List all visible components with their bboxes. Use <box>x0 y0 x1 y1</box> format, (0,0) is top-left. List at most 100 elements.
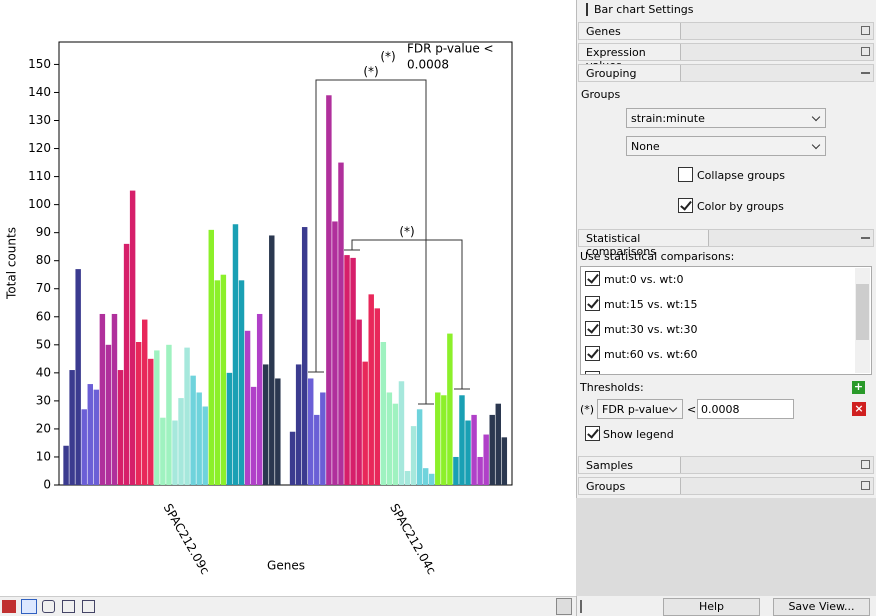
view-icon[interactable] <box>82 600 95 613</box>
y-tick-label: 110 <box>28 169 51 183</box>
comparison-label: mut:15 vs. wt:15 <box>604 298 698 311</box>
expand-icon[interactable] <box>861 460 870 469</box>
expand-icon[interactable] <box>861 26 870 35</box>
save-view-button[interactable]: Save View... <box>773 598 870 616</box>
bar <box>289 431 296 485</box>
section-header[interactable]: Genes <box>578 22 874 40</box>
table-view-icon[interactable] <box>2 600 16 613</box>
bar <box>105 344 112 485</box>
checkbox[interactable] <box>585 321 600 336</box>
annotation: (*) <box>363 65 378 79</box>
help-button[interactable]: Help <box>663 598 760 616</box>
bar <box>69 370 75 485</box>
bar <box>356 319 362 485</box>
bar <box>398 381 405 485</box>
collapse-icon[interactable] <box>861 237 870 239</box>
bar <box>344 255 350 485</box>
bracket <box>351 239 463 389</box>
section-header[interactable]: Expression values <box>578 43 874 72</box>
threshold-input[interactable]: 0.0008 <box>697 399 794 419</box>
panel-title: Bar chart Settings <box>586 3 694 16</box>
bar <box>160 417 166 485</box>
legend-marker: (*) <box>380 50 395 64</box>
bar <box>314 414 320 485</box>
comparison-label: mut:120 vs. wt:120 <box>604 373 711 374</box>
bar <box>320 392 326 485</box>
bar <box>172 420 178 485</box>
add-threshold[interactable]: + <box>852 380 865 394</box>
bracket <box>315 79 427 404</box>
bar <box>184 347 190 485</box>
bar <box>374 308 380 485</box>
checkbox[interactable] <box>678 198 693 213</box>
bar <box>326 95 332 485</box>
chart: Total counts Genes (*) (*) (*) FDR p-val… <box>0 0 576 596</box>
view-icon[interactable] <box>42 600 55 613</box>
chart-bg <box>0 0 576 596</box>
expand-icon[interactable] <box>861 481 870 490</box>
scroll-thumb[interactable] <box>856 284 869 340</box>
checkbox[interactable] <box>585 371 600 374</box>
expand-icon[interactable] <box>861 47 870 56</box>
bar <box>63 445 69 485</box>
group-select[interactable]: strain:minute <box>626 108 826 128</box>
threshold-marker: (*) <box>580 403 595 416</box>
bar <box>380 342 387 485</box>
bar <box>81 409 87 485</box>
bar <box>465 420 471 485</box>
remove-threshold[interactable]: × <box>852 402 866 416</box>
bar <box>214 280 221 485</box>
chart-view-icon[interactable] <box>21 599 37 614</box>
bar <box>410 426 417 485</box>
comparison-label: mut:0 vs. wt:0 <box>604 273 684 286</box>
bar <box>250 386 257 485</box>
group-select[interactable]: None <box>626 136 826 156</box>
panel-tools[interactable] <box>580 600 630 613</box>
bar <box>208 229 214 485</box>
bar <box>166 344 172 485</box>
groups-label: Groups <box>581 88 621 101</box>
section-title: Groups <box>579 478 681 494</box>
view-icon[interactable] <box>62 600 75 613</box>
bar <box>117 370 124 485</box>
bar <box>501 437 508 485</box>
y-tick-label: 70 <box>36 281 51 295</box>
y-tick-label: 80 <box>36 253 51 267</box>
bar <box>392 403 399 485</box>
section-header[interactable]: Samples <box>578 456 874 474</box>
threshold-measure[interactable]: FDR p-value <box>597 399 683 419</box>
bar <box>75 269 81 485</box>
y-tick-label: 30 <box>36 393 51 407</box>
bar <box>416 409 423 485</box>
scrollbar[interactable] <box>855 268 870 373</box>
checkbox[interactable] <box>585 426 600 441</box>
checkbox[interactable] <box>585 271 600 286</box>
y-tick-label: 10 <box>36 449 51 463</box>
section-title: Grouping <box>579 65 681 81</box>
pointer-tool[interactable] <box>556 598 572 615</box>
checkbox[interactable] <box>678 167 693 182</box>
bar <box>220 274 227 485</box>
section-title: Statistical comparisons <box>579 230 709 258</box>
comparison-label: mut:60 vs. wt:60 <box>604 348 698 361</box>
checkbox[interactable] <box>585 346 600 361</box>
section-header[interactable]: Groups <box>578 477 874 495</box>
bar <box>447 333 453 485</box>
y-tick-label: 50 <box>36 337 51 351</box>
section-header[interactable]: Grouping <box>578 64 874 82</box>
collapse-icon[interactable] <box>861 72 870 74</box>
checkbox[interactable] <box>585 296 600 311</box>
bar <box>148 358 154 485</box>
y-tick-label: 40 <box>36 365 51 379</box>
y-tick-label: 0 <box>43 478 51 492</box>
comparisons-label: Use statistical comparisons: <box>580 250 735 263</box>
y-tick-label: 130 <box>28 113 51 127</box>
y-tick-label: 100 <box>28 197 51 211</box>
bar <box>404 470 411 485</box>
section-header[interactable]: Statistical comparisons <box>578 229 874 258</box>
bar <box>196 392 202 485</box>
section-title: Expression values <box>579 44 681 72</box>
y-tick-label: 120 <box>28 141 51 155</box>
bar <box>453 456 459 485</box>
